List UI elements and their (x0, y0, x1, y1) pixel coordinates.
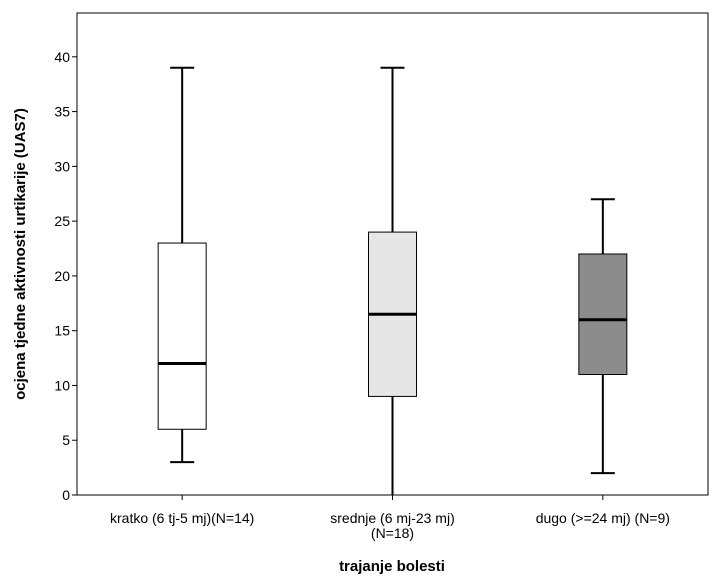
y-tick-label: 5 (62, 432, 70, 448)
box-3 (578, 198, 628, 475)
box-1 (157, 66, 207, 464)
y-tick-label: 40 (54, 49, 70, 65)
y-axis-title: ocjena tjedne aktivnosti urtikarije (UAS… (12, 108, 29, 400)
iqr-box (157, 242, 207, 430)
y-tick-label: 35 (54, 104, 70, 120)
y-tick-label: 30 (54, 158, 70, 174)
y-axis: 0 5 10 15 20 25 30 35 40 (54, 49, 77, 503)
x-category-label: srednje (6 mj-23 mj) (330, 510, 454, 526)
x-category-label: kratko (6 tj-5 mj)(N=14) (110, 510, 254, 526)
box-2 (368, 66, 417, 495)
y-tick-label: 25 (54, 213, 70, 229)
y-tick-label: 10 (54, 377, 70, 393)
iqr-box (578, 253, 628, 375)
x-category-label: (N=18) (371, 525, 414, 541)
y-tick-label: 0 (62, 487, 70, 503)
boxes (157, 66, 628, 495)
x-category-label: dugo (>=24 mj) (N=9) (536, 510, 670, 526)
y-tick-label: 20 (54, 268, 70, 284)
x-axis-title: trajanje bolesti (339, 558, 445, 575)
x-axis: kratko (6 tj-5 mj)(N=14) srednje (6 mj-23… (110, 495, 670, 541)
y-tick-label: 15 (54, 323, 70, 339)
